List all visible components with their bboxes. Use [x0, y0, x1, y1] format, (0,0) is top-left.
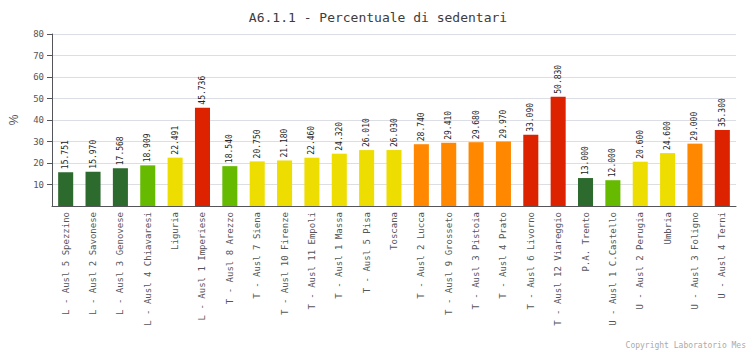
svg-text:L - Ausl 2 Savonese: L - Ausl 2 Savonese — [88, 212, 98, 315]
svg-text:T - Ausl 3 Pistoia: T - Ausl 3 Pistoia — [471, 212, 481, 310]
svg-text:45.736: 45.736 — [198, 76, 207, 105]
svg-text:15.751: 15.751 — [61, 140, 70, 169]
svg-text:T - Ausl 7 Siena: T - Ausl 7 Siena — [252, 212, 262, 299]
svg-text:29.970: 29.970 — [499, 109, 508, 138]
svg-text:L - Ausl 4 Chiavaresi: L - Ausl 4 Chiavaresi — [143, 212, 153, 326]
svg-text:U - Ausl 2 Perugia: U - Ausl 2 Perugia — [635, 212, 645, 310]
svg-text:%: % — [7, 114, 21, 125]
svg-text:Liguria: Liguria — [170, 212, 180, 250]
svg-text:T - Ausl 11 Empoli: T - Ausl 11 Empoli — [307, 212, 317, 310]
svg-text:U - Ausl 4 Terni: U - Ausl 4 Terni — [717, 212, 727, 299]
svg-text:L - Ausl 5 Spezzino: L - Ausl 5 Spezzino — [61, 212, 71, 315]
svg-text:35.300: 35.300 — [718, 98, 727, 127]
svg-text:T - Ausl 8 Arezzo: T - Ausl 8 Arezzo — [225, 212, 235, 304]
svg-text:17.568: 17.568 — [116, 136, 125, 165]
svg-text:40: 40 — [33, 115, 44, 125]
svg-text:U - Ausl 1 C.Castello: U - Ausl 1 C.Castello — [608, 212, 618, 326]
svg-text:T - Ausl 12 Viareggio: T - Ausl 12 Viareggio — [553, 212, 563, 326]
svg-text:28.740: 28.740 — [417, 112, 426, 141]
svg-text:22.491: 22.491 — [171, 126, 180, 155]
svg-text:T - Ausl 2 Lucca: T - Ausl 2 Lucca — [416, 212, 426, 299]
svg-text:U - Ausl 3 Foligno: U - Ausl 3 Foligno — [690, 212, 700, 310]
svg-text:70: 70 — [33, 51, 44, 61]
svg-text:Toscana: Toscana — [389, 212, 399, 250]
svg-text:13.000: 13.000 — [581, 146, 590, 175]
svg-text:29.410: 29.410 — [444, 111, 453, 140]
svg-text:12.000: 12.000 — [608, 148, 617, 177]
svg-text:20.750: 20.750 — [253, 129, 262, 158]
svg-text:50.830: 50.830 — [554, 65, 563, 94]
svg-text:80: 80 — [33, 29, 44, 39]
svg-text:20.600: 20.600 — [636, 130, 645, 159]
svg-text:T - Ausl 9 Grosseto: T - Ausl 9 Grosseto — [444, 212, 454, 315]
svg-text:15.970: 15.970 — [89, 140, 98, 169]
svg-text:10: 10 — [33, 180, 44, 190]
svg-text:26.010: 26.010 — [362, 118, 371, 147]
svg-text:18.909: 18.909 — [143, 133, 152, 162]
svg-text:L - Ausl 1 Imperiese: L - Ausl 1 Imperiese — [197, 212, 207, 320]
svg-text:T - Ausl 6 Livorno: T - Ausl 6 Livorno — [526, 212, 536, 310]
svg-text:24.320: 24.320 — [335, 122, 344, 151]
svg-text:50: 50 — [33, 94, 44, 104]
svg-text:30: 30 — [33, 137, 44, 147]
svg-text:22.460: 22.460 — [307, 126, 316, 155]
svg-text:29.680: 29.680 — [472, 110, 481, 139]
svg-text:24.600: 24.600 — [663, 121, 672, 150]
svg-text:20: 20 — [33, 158, 44, 168]
svg-text:Umbria: Umbria — [663, 212, 673, 245]
svg-text:60: 60 — [33, 72, 44, 82]
svg-text:Copyright Laboratorio Mes: Copyright Laboratorio Mes — [626, 341, 747, 350]
svg-text:26.030: 26.030 — [390, 118, 399, 147]
svg-text:A6.1.1 - Percentuale di sedent: A6.1.1 - Percentuale di sedentari — [249, 10, 507, 25]
svg-text:T - Ausl 4 Prato: T - Ausl 4 Prato — [498, 212, 508, 299]
svg-text:T - Ausl 1 Massa: T - Ausl 1 Massa — [334, 212, 344, 299]
svg-text:T - Ausl 10 Firenze: T - Ausl 10 Firenze — [280, 212, 290, 315]
svg-text:T - Ausl 5 Pisa: T - Ausl 5 Pisa — [362, 212, 372, 293]
svg-text:L - Ausl 3 Genovese: L - Ausl 3 Genovese — [115, 212, 125, 315]
svg-text:33.090: 33.090 — [526, 103, 535, 132]
svg-text:P.A. Trento: P.A. Trento — [581, 212, 591, 272]
svg-text:18.540: 18.540 — [225, 134, 234, 163]
svg-text:29.000: 29.000 — [690, 112, 699, 141]
svg-text:21.180: 21.180 — [280, 128, 289, 157]
